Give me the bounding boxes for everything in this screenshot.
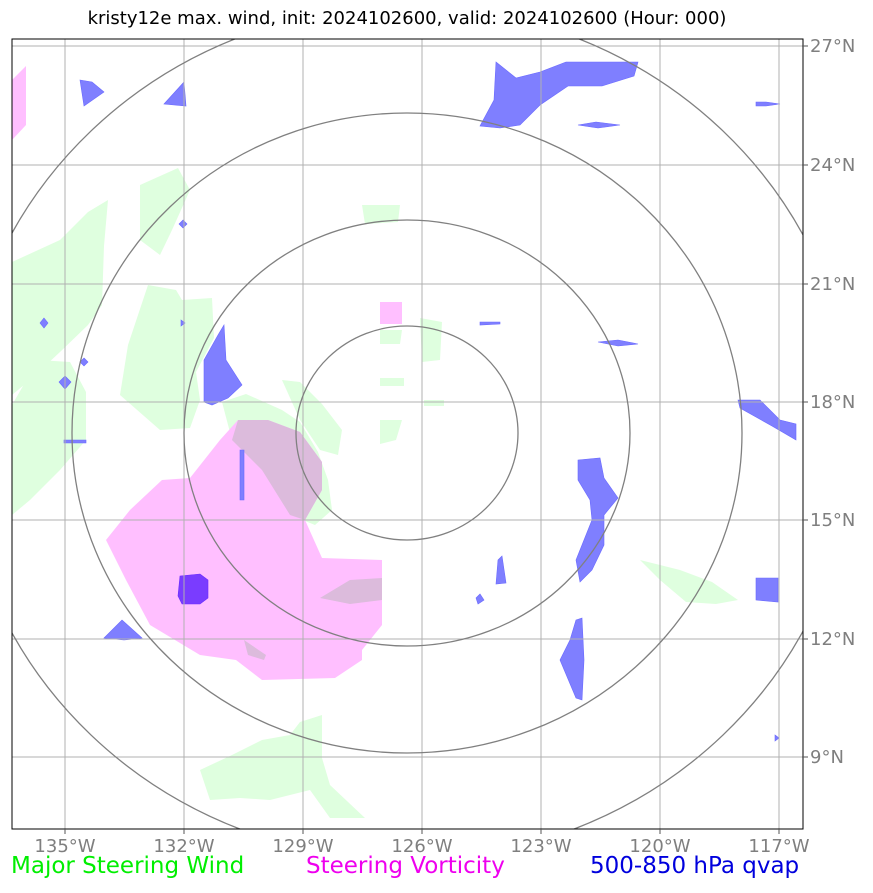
wind-area-west [12, 200, 108, 395]
lon-label-117w: 117°W [748, 836, 809, 857]
lon-label-123w: 123°W [510, 836, 571, 857]
lat-label-18n: 18°N [810, 392, 855, 413]
graticule [12, 39, 803, 829]
qvap-patch-dot-3 [178, 219, 188, 229]
wind-area-small-1 [420, 318, 442, 362]
range-ring-2 [183, 219, 631, 647]
vorticity-overlap-east [320, 578, 382, 604]
wind-area-small-3 [380, 378, 404, 386]
lon-label-120w: 120°W [629, 836, 690, 857]
lon-label-132w: 132°W [153, 836, 214, 857]
lon-label-126w: 126°W [391, 836, 452, 857]
lon-label-129w: 129°W [272, 836, 333, 857]
vorticity-overlap-north [232, 420, 322, 520]
lat-label-12n: 12°N [810, 629, 855, 650]
qvap-patch-nw-2 [163, 81, 187, 107]
range-ring-1 [295, 325, 519, 541]
plot-frame [11, 38, 804, 830]
range-ring-4 [12, 39, 803, 829]
lat-label-9n: 9°N [810, 747, 844, 768]
wind-area-center [282, 380, 342, 455]
steering-vorticity-layer [12, 66, 402, 680]
qvap-patch-west-streak [63, 439, 87, 444]
qvap-patch-ne [479, 61, 639, 129]
lon-label-135w: 135°W [34, 836, 95, 857]
map-title: kristy12e max. wind, init: 2024102600, v… [87, 8, 727, 29]
wind-area-small-2 [380, 420, 402, 444]
legend-steering-vorticity: Steering Vorticity [306, 853, 505, 879]
range-rings [12, 39, 803, 829]
qvap-patch-south-2 [475, 593, 485, 605]
legend-steering-wind: Major Steering Wind [11, 853, 245, 879]
legend-qvap: 500-850 hPa qvap [590, 853, 800, 879]
wind-area-south [200, 715, 365, 818]
qvap-patch-sw [103, 619, 143, 641]
qvap-patch-west-dot-2 [79, 357, 89, 367]
range-ring-3 [71, 112, 743, 754]
steering-wind-layer [12, 168, 738, 818]
wind-area-southeast [640, 560, 738, 604]
vorticity-overlap-south [244, 640, 266, 660]
qvap-patch-mid-streak [239, 449, 245, 501]
wind-area-small-5 [380, 330, 402, 344]
lat-label-15n: 15°N [810, 510, 855, 531]
wind-area-west-lower [12, 360, 86, 515]
wind-area-central-west [120, 285, 214, 430]
qvap-patch-south-1 [495, 555, 507, 585]
lat-label-21n: 21°N [810, 274, 855, 295]
qvap-core-dark [177, 573, 209, 605]
qvap-patch-east-streak [597, 339, 639, 347]
qvap-patch-far-ne [755, 101, 781, 107]
qvap-patch-south-east-1 [559, 617, 585, 701]
qvap-patch-dot-5 [774, 734, 780, 742]
qvap-patch-ne-streak [577, 121, 621, 129]
qvap-patch-east-small [479, 321, 501, 326]
lat-label-27n: 27°N [810, 36, 855, 57]
qvap-patch-south-east-2 [755, 577, 779, 603]
qvap-patch-west-dot-1 [39, 317, 49, 329]
vorticity-area-small [380, 302, 402, 324]
lat-label-24n: 24°N [810, 155, 855, 176]
vorticity-area-northwest [12, 66, 26, 140]
wind-area-north-patch [362, 205, 400, 224]
qvap-patch-east-edge [737, 399, 797, 441]
qvap-patch-nw-1 [79, 79, 105, 107]
qvap-patch-west-column [203, 324, 243, 406]
qvap-patch-dot-4 [180, 319, 186, 327]
wind-area-small-4 [424, 400, 444, 406]
